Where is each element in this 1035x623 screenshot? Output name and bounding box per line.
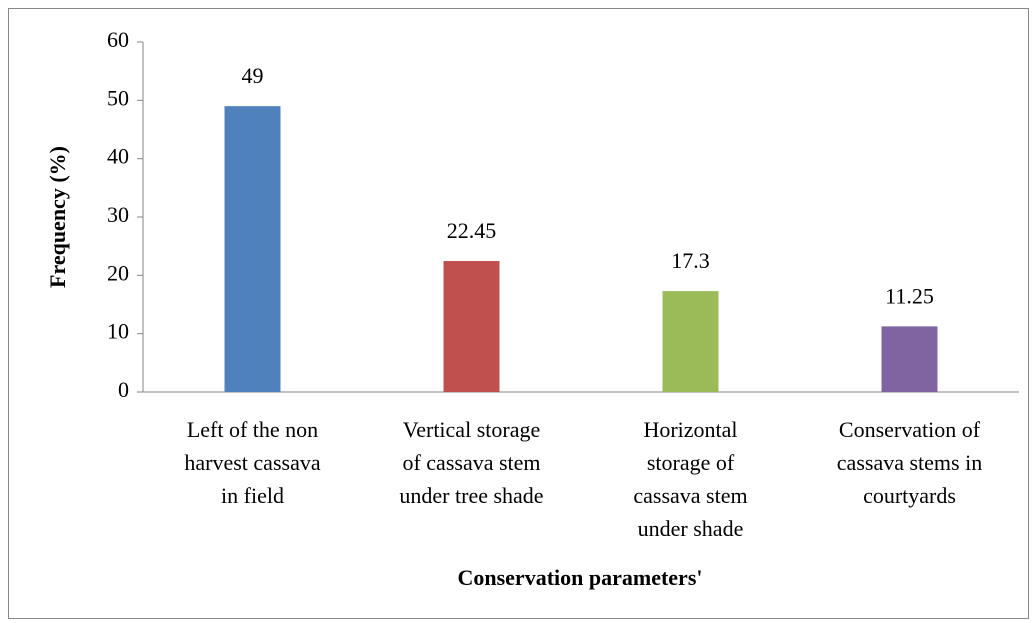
x-tick-label-line: under tree shade [399,483,543,508]
x-tick-label-line: Left of the non [187,417,318,442]
x-tick-label-line: Conservation of [839,417,981,442]
x-tick-label-line: harvest cassava [184,450,320,475]
data-label: 17.3 [671,248,710,273]
y-tick-label: 40 [107,144,129,169]
x-tick-label: Conservation of cassava stems in courtyard… [837,417,982,508]
x-tick-label-line: Vertical storage [403,417,540,442]
x-axis-label: Conservation parameters' [457,565,702,590]
x-tick-label-line: in field [221,483,284,508]
x-tick-label-line: courtyards [863,483,956,508]
bar [662,291,719,392]
x-tick-label: Vertical storage of cassava stem under tre… [399,417,543,508]
y-tick-label: 0 [118,377,129,402]
y-tick-label: 50 [107,85,129,110]
bar [224,106,281,393]
x-tick-label-line: cassava stem [633,483,747,508]
y-tick-label: 20 [107,260,129,285]
y-tick-label: 60 [107,27,129,52]
chart-frame [8,8,1029,619]
x-tick-label-line: storage of [647,450,735,475]
x-tick-label-line: Horizontal [643,417,737,442]
bar [881,326,938,392]
y-tick-label: 30 [107,202,129,227]
data-label: 49 [242,63,264,88]
x-tick-label: Horizontal storage of cassava stem under sh… [633,417,747,541]
x-tick-label-line: of cassava stem [402,450,540,475]
x-tick-label-line: under shade [638,516,744,541]
y-axis-label: Frequency (%) [45,146,70,288]
data-label: 11.25 [885,283,934,308]
data-label: 22.45 [447,218,497,243]
x-tick-label: Left of the non harvest cassava in field [184,417,320,508]
y-tick-label: 10 [107,319,129,344]
x-tick-label-line: cassava stems in [837,450,982,475]
bar [443,261,500,392]
